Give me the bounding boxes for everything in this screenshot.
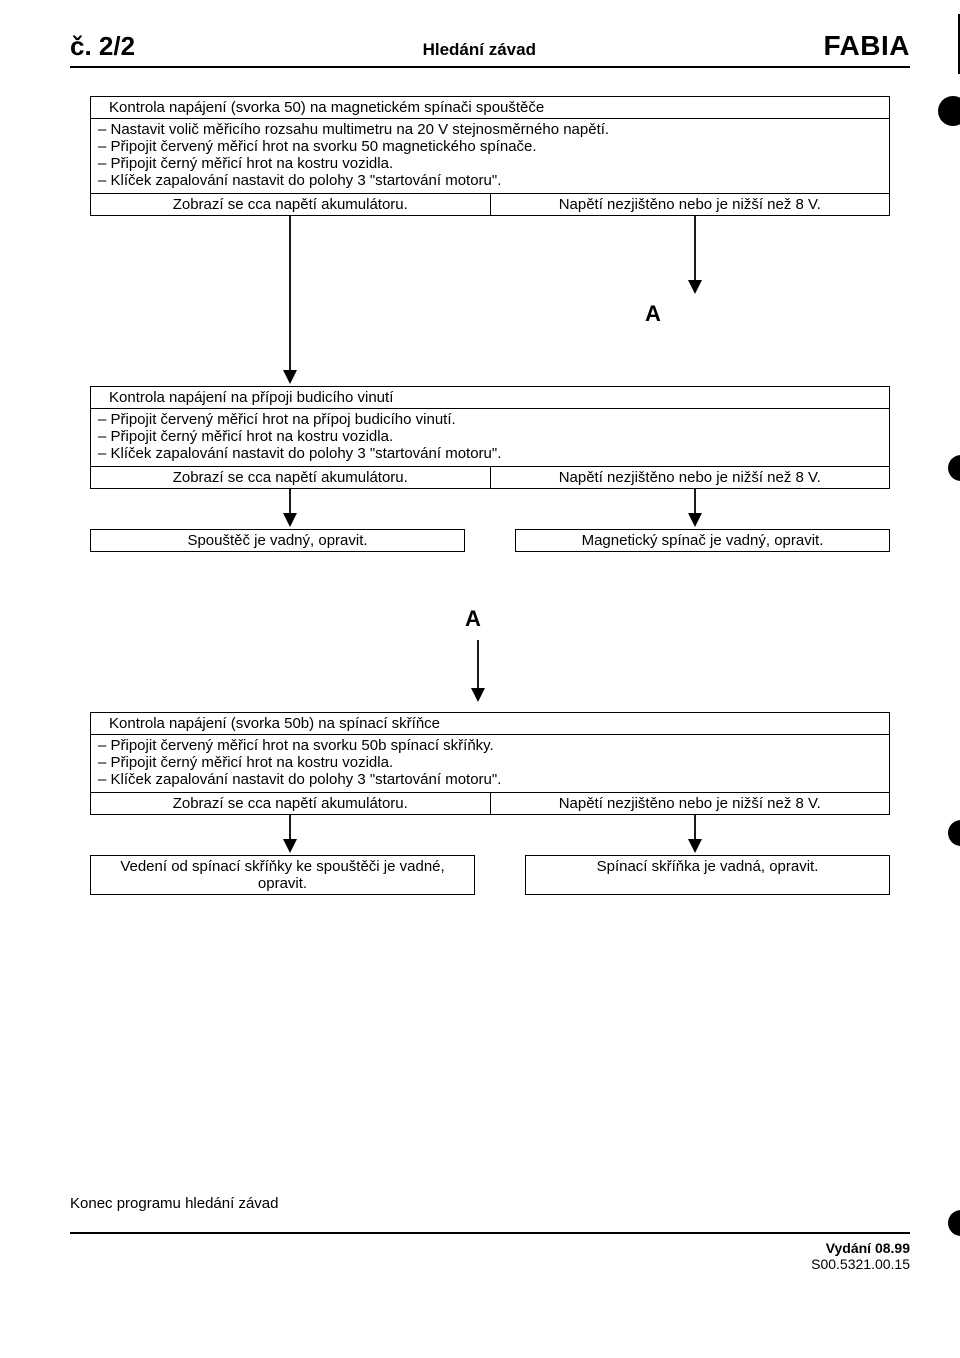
punch-dot	[938, 96, 960, 126]
flow-box-check-1: Kontrola napájení (svorka 50) na magneti…	[90, 96, 890, 216]
flow-box-results: Zobrazí se cca napětí akumulátoru. Napět…	[91, 466, 889, 488]
flow-box-title: Kontrola napájení (svorka 50b) na spínac…	[91, 713, 889, 734]
result-right: Napětí nezjištěno nebo je nižší než 8 V.	[491, 793, 890, 814]
punch-dot	[948, 455, 960, 481]
punch-dot	[948, 820, 960, 846]
page-number: č. 2/2	[70, 31, 135, 62]
page-title: Hledání závad	[423, 40, 536, 60]
flow-box-check-3: Kontrola napájení (svorka 50b) na spínac…	[90, 712, 890, 815]
arrow-down-icon	[468, 640, 488, 705]
step-line: – Připojit červený měřicí hrot na přípoj…	[95, 411, 885, 428]
arrow-down-icon	[685, 815, 705, 855]
arrow-down-icon	[685, 216, 705, 296]
page-header: č. 2/2 Hledání závad FABIA	[70, 30, 910, 68]
result-left: Zobrazí se cca napětí akumulátoru.	[91, 467, 491, 488]
arrow-down-icon	[685, 489, 705, 529]
end-of-program: Konec programu hledání závad	[70, 1195, 910, 1212]
footer-meta: Vydání 08.99 S00.5321.00.15	[70, 1240, 910, 1272]
result-left: Zobrazí se cca napětí akumulátoru.	[91, 793, 491, 814]
arrow-down-icon	[280, 216, 300, 386]
step-line: – Připojit červený měřicí hrot na svorku…	[95, 138, 885, 155]
flow-box-title: Kontrola napájení na přípoji budicího vi…	[91, 387, 889, 408]
footer-rule	[70, 1232, 910, 1234]
result-right: Napětí nezjištěno nebo je nižší než 8 V.	[491, 194, 890, 215]
arrow-down-icon	[280, 815, 300, 855]
fix-box-left: Spouštěč je vadný, opravit.	[90, 529, 465, 552]
flow-box-steps: – Nastavit volič měřicího rozsahu multim…	[91, 118, 889, 193]
step-line: – Připojit černý měřicí hrot na kostru v…	[95, 155, 885, 172]
edition-label: Vydání 08.99	[826, 1240, 910, 1256]
model-name: FABIA	[824, 30, 911, 62]
arrow-down-icon	[280, 489, 300, 529]
flow-box-check-2: Kontrola napájení na přípoji budicího vi…	[90, 386, 890, 489]
step-line: – Nastavit volič měřicího rozsahu multim…	[95, 121, 885, 138]
punch-dot	[948, 1210, 960, 1236]
doc-code: S00.5321.00.15	[811, 1256, 910, 1272]
step-line: – Připojit černý měřicí hrot na kostru v…	[95, 428, 885, 445]
fix-box-right: Magnetický spínač je vadný, opravit.	[515, 529, 890, 552]
result-right: Napětí nezjištěno nebo je nižší než 8 V.	[491, 467, 890, 488]
result-left: Zobrazí se cca napětí akumulátoru.	[91, 194, 491, 215]
flow-box-results: Zobrazí se cca napětí akumulátoru. Napět…	[91, 792, 889, 814]
step-line: – Připojit červený měřicí hrot na svorku…	[95, 737, 885, 754]
step-line: – Připojit černý měřicí hrot na kostru v…	[95, 754, 885, 771]
fix-box-right: Spínací skříňka je vadná, opravit.	[525, 855, 890, 895]
flow-label-a: A	[465, 606, 481, 632]
flow-box-results: Zobrazí se cca napětí akumulátoru. Napět…	[91, 193, 889, 215]
step-line: – Klíček zapalování nastavit do polohy 3…	[95, 445, 885, 462]
flow-box-title: Kontrola napájení (svorka 50) na magneti…	[91, 97, 889, 118]
fix-box-left: Vedení od spínací skříňky ke spouštěči j…	[90, 855, 475, 895]
flow-box-steps: – Připojit červený měřicí hrot na přípoj…	[91, 408, 889, 466]
step-line: – Klíček zapalování nastavit do polohy 3…	[95, 172, 885, 189]
flow-box-steps: – Připojit červený měřicí hrot na svorku…	[91, 734, 889, 792]
flow-label-a: A	[645, 301, 661, 327]
step-line: – Klíček zapalování nastavit do polohy 3…	[95, 771, 885, 788]
